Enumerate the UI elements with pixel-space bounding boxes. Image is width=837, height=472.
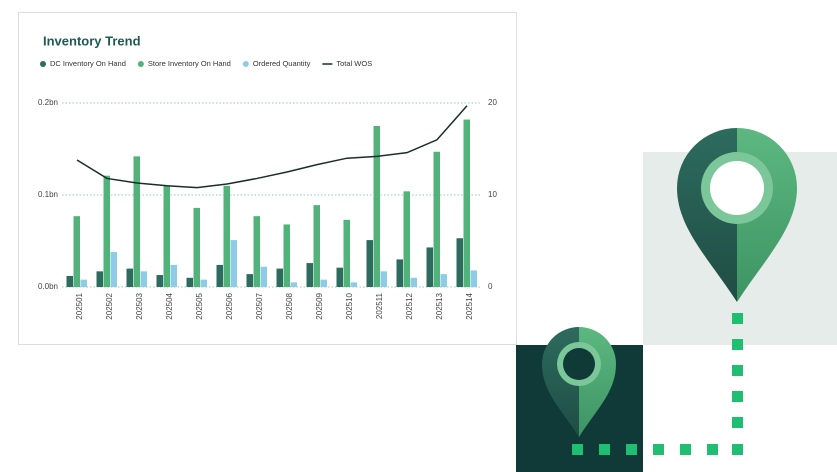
x-tick-label: 202514 [465,292,474,319]
bar [313,205,320,287]
legend-label: Total WOS [336,59,372,68]
bar [320,279,327,287]
bar [103,175,110,287]
x-tick-label: 202510 [345,292,354,319]
bar [260,266,267,287]
bar [433,151,440,287]
bar [73,216,80,287]
x-tick-label: 202511 [375,292,384,319]
bar [373,126,380,287]
bar [186,277,193,287]
y-tick-label: 0.2bn [38,98,58,107]
x-tick-label: 202501 [75,292,84,319]
bar [463,119,470,287]
bar [396,259,403,287]
bar [230,240,237,287]
y2-tick-label: 20 [488,98,497,107]
dotted-path [572,313,743,455]
bar [410,277,417,287]
x-tick-label: 202513 [435,292,444,319]
y2-tick-label: 10 [488,190,497,199]
x-tick-label: 202507 [255,292,264,319]
bar [80,279,87,287]
bar [246,274,253,287]
bar [110,252,117,287]
legend-label: Ordered Quantity [253,59,311,68]
pin-large [677,128,797,302]
bar [133,156,140,287]
y-tick-label: 0.1bn [38,190,58,199]
bar [470,270,477,287]
bar [380,271,387,287]
bar [170,264,177,287]
legend-marker [40,61,46,67]
legend-label: Store Inventory On Hand [148,59,231,68]
bar [216,264,223,287]
x-tick-label: 202504 [165,292,174,319]
pin-small [542,327,616,437]
bar [276,268,283,287]
x-tick-label: 202512 [405,292,414,319]
bar [440,274,447,287]
bar [66,275,73,287]
bar [200,279,207,287]
bar [336,267,343,287]
bar [366,240,373,287]
bar [456,238,463,287]
bar [403,191,410,287]
bar [426,247,433,287]
bar [350,282,357,287]
y-tick-label: 0.0bn [38,282,58,291]
bar [96,271,103,287]
bar [253,216,260,287]
bar [223,185,230,287]
chart: 0.0bn 0.1bn 0.2bn 0 10 20 DC Inventory On Hand… [38,59,497,320]
bar [343,219,350,287]
bar [306,263,313,287]
bar [126,268,133,287]
bar [193,207,200,287]
chart-title: Inventory Trend [43,33,141,48]
legend-label: DC Inventory On Hand [50,59,126,68]
legend-marker [242,61,249,67]
bar [140,271,147,287]
bar [163,185,170,287]
line [76,105,468,189]
x-tick-label: 202508 [285,292,294,319]
bar [283,224,290,287]
legend-marker [137,61,144,67]
bar [156,275,163,287]
x-tick-label: 202505 [195,292,204,319]
x-tick-label: 202502 [105,292,114,319]
x-tick-label: 202503 [135,292,144,319]
x-tick-label: 202509 [315,292,324,319]
bar [290,282,297,287]
x-tick-label: 202506 [225,292,234,319]
y2-tick-label: 0 [488,282,493,291]
